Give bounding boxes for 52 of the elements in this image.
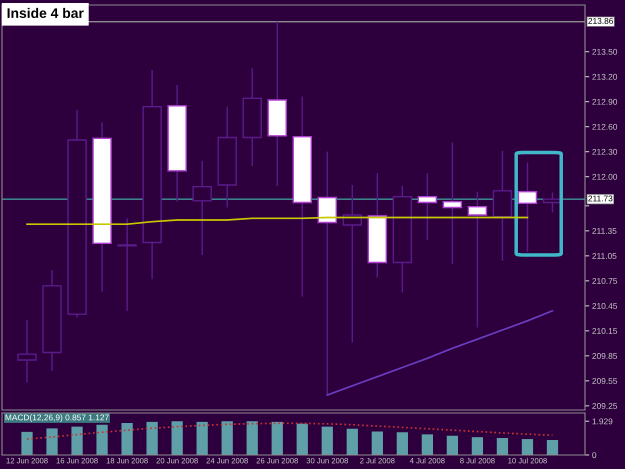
bar [522,439,534,455]
ref-line-label: 213.86 [588,18,614,24]
bar [121,422,133,455]
y-tick-label: 209.25 [592,403,618,409]
y-tick-label: 212.90 [592,98,618,105]
bar [21,432,33,455]
bar [396,432,408,455]
bar [246,421,258,455]
y-tick-label: 211.05 [592,253,616,259]
bar [422,434,433,455]
ref-line-label: 211.73 [588,196,612,202]
bar [446,436,458,455]
candlestick [17,319,37,384]
candlestick [117,218,137,312]
y-tick-label: 212.30 [592,148,618,155]
line-series [326,310,554,396]
line-series [26,422,554,440]
bar [222,421,233,455]
y-tick-label: 212.60 [592,124,618,130]
bar [322,426,333,455]
chart-title: Inside 4 bar [8,8,84,18]
candlestick [418,172,438,241]
y-tick-label: 209.85 [592,353,618,359]
bar [172,421,183,455]
y-tick-label: 213.50 [592,48,618,55]
candlestick [468,190,488,328]
bar [146,422,158,455]
y-tick-label: 209.55 [592,378,618,384]
bar [472,437,484,455]
y-tick-label: 212.00 [592,174,618,180]
bar [196,422,208,455]
bar [296,424,308,455]
y-tick-label: 211.35 [592,228,616,234]
bar [496,438,508,455]
bar [46,428,58,455]
candlestick [518,162,538,252]
y-tick-label: 0 [592,452,596,458]
chart-title: MACD(12,26,9) 0.857 1.127 [6,414,109,422]
candlestick [192,160,212,256]
bar [272,422,283,455]
y-tick-label: 213.20 [592,74,618,80]
y-tick-label: 1.929 [592,418,612,424]
y-tick-label: 210.15 [592,328,618,334]
candlestick [318,150,337,396]
bar [96,424,108,455]
bar [546,440,558,455]
bar [71,426,83,455]
candlestick [442,142,462,265]
y-tick-label: 210.45 [592,303,618,309]
y-tick-label: 210.75 [592,278,618,284]
bar [372,432,383,455]
bar [346,428,358,455]
